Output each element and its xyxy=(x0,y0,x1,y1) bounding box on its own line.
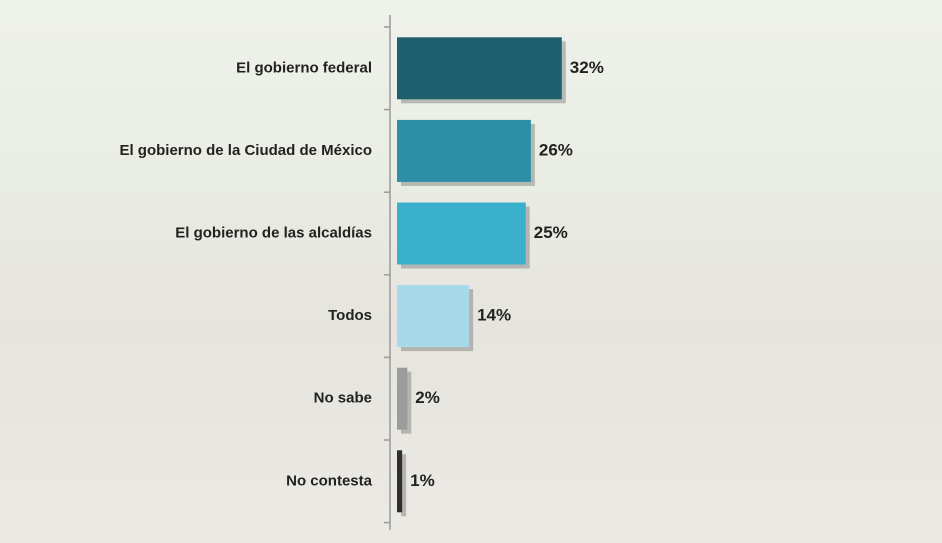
value-label: 32% xyxy=(570,58,604,77)
y-tick-label: El gobierno de la Ciudad de México xyxy=(119,142,372,159)
bar xyxy=(397,367,408,430)
bar xyxy=(397,202,526,265)
bar xyxy=(397,119,531,182)
value-label: 26% xyxy=(539,140,573,159)
value-label: 1% xyxy=(410,471,435,490)
bar xyxy=(397,285,470,348)
y-tick-label: No contesta xyxy=(286,472,373,489)
y-tick-label: El gobierno federal xyxy=(236,59,372,76)
value-label: 2% xyxy=(415,388,440,407)
y-tick-label: Todos xyxy=(328,307,372,324)
bar-shadow xyxy=(401,454,407,517)
y-tick-label: No sabe xyxy=(314,390,372,407)
bar xyxy=(397,450,403,513)
bar xyxy=(397,37,562,100)
plot-area: El gobierno federal 32% El gobierno de la … xyxy=(119,15,604,530)
y-tick-label: El gobierno de las alcaldías xyxy=(175,224,372,241)
value-label: 25% xyxy=(534,223,568,242)
value-label: 14% xyxy=(477,306,511,325)
